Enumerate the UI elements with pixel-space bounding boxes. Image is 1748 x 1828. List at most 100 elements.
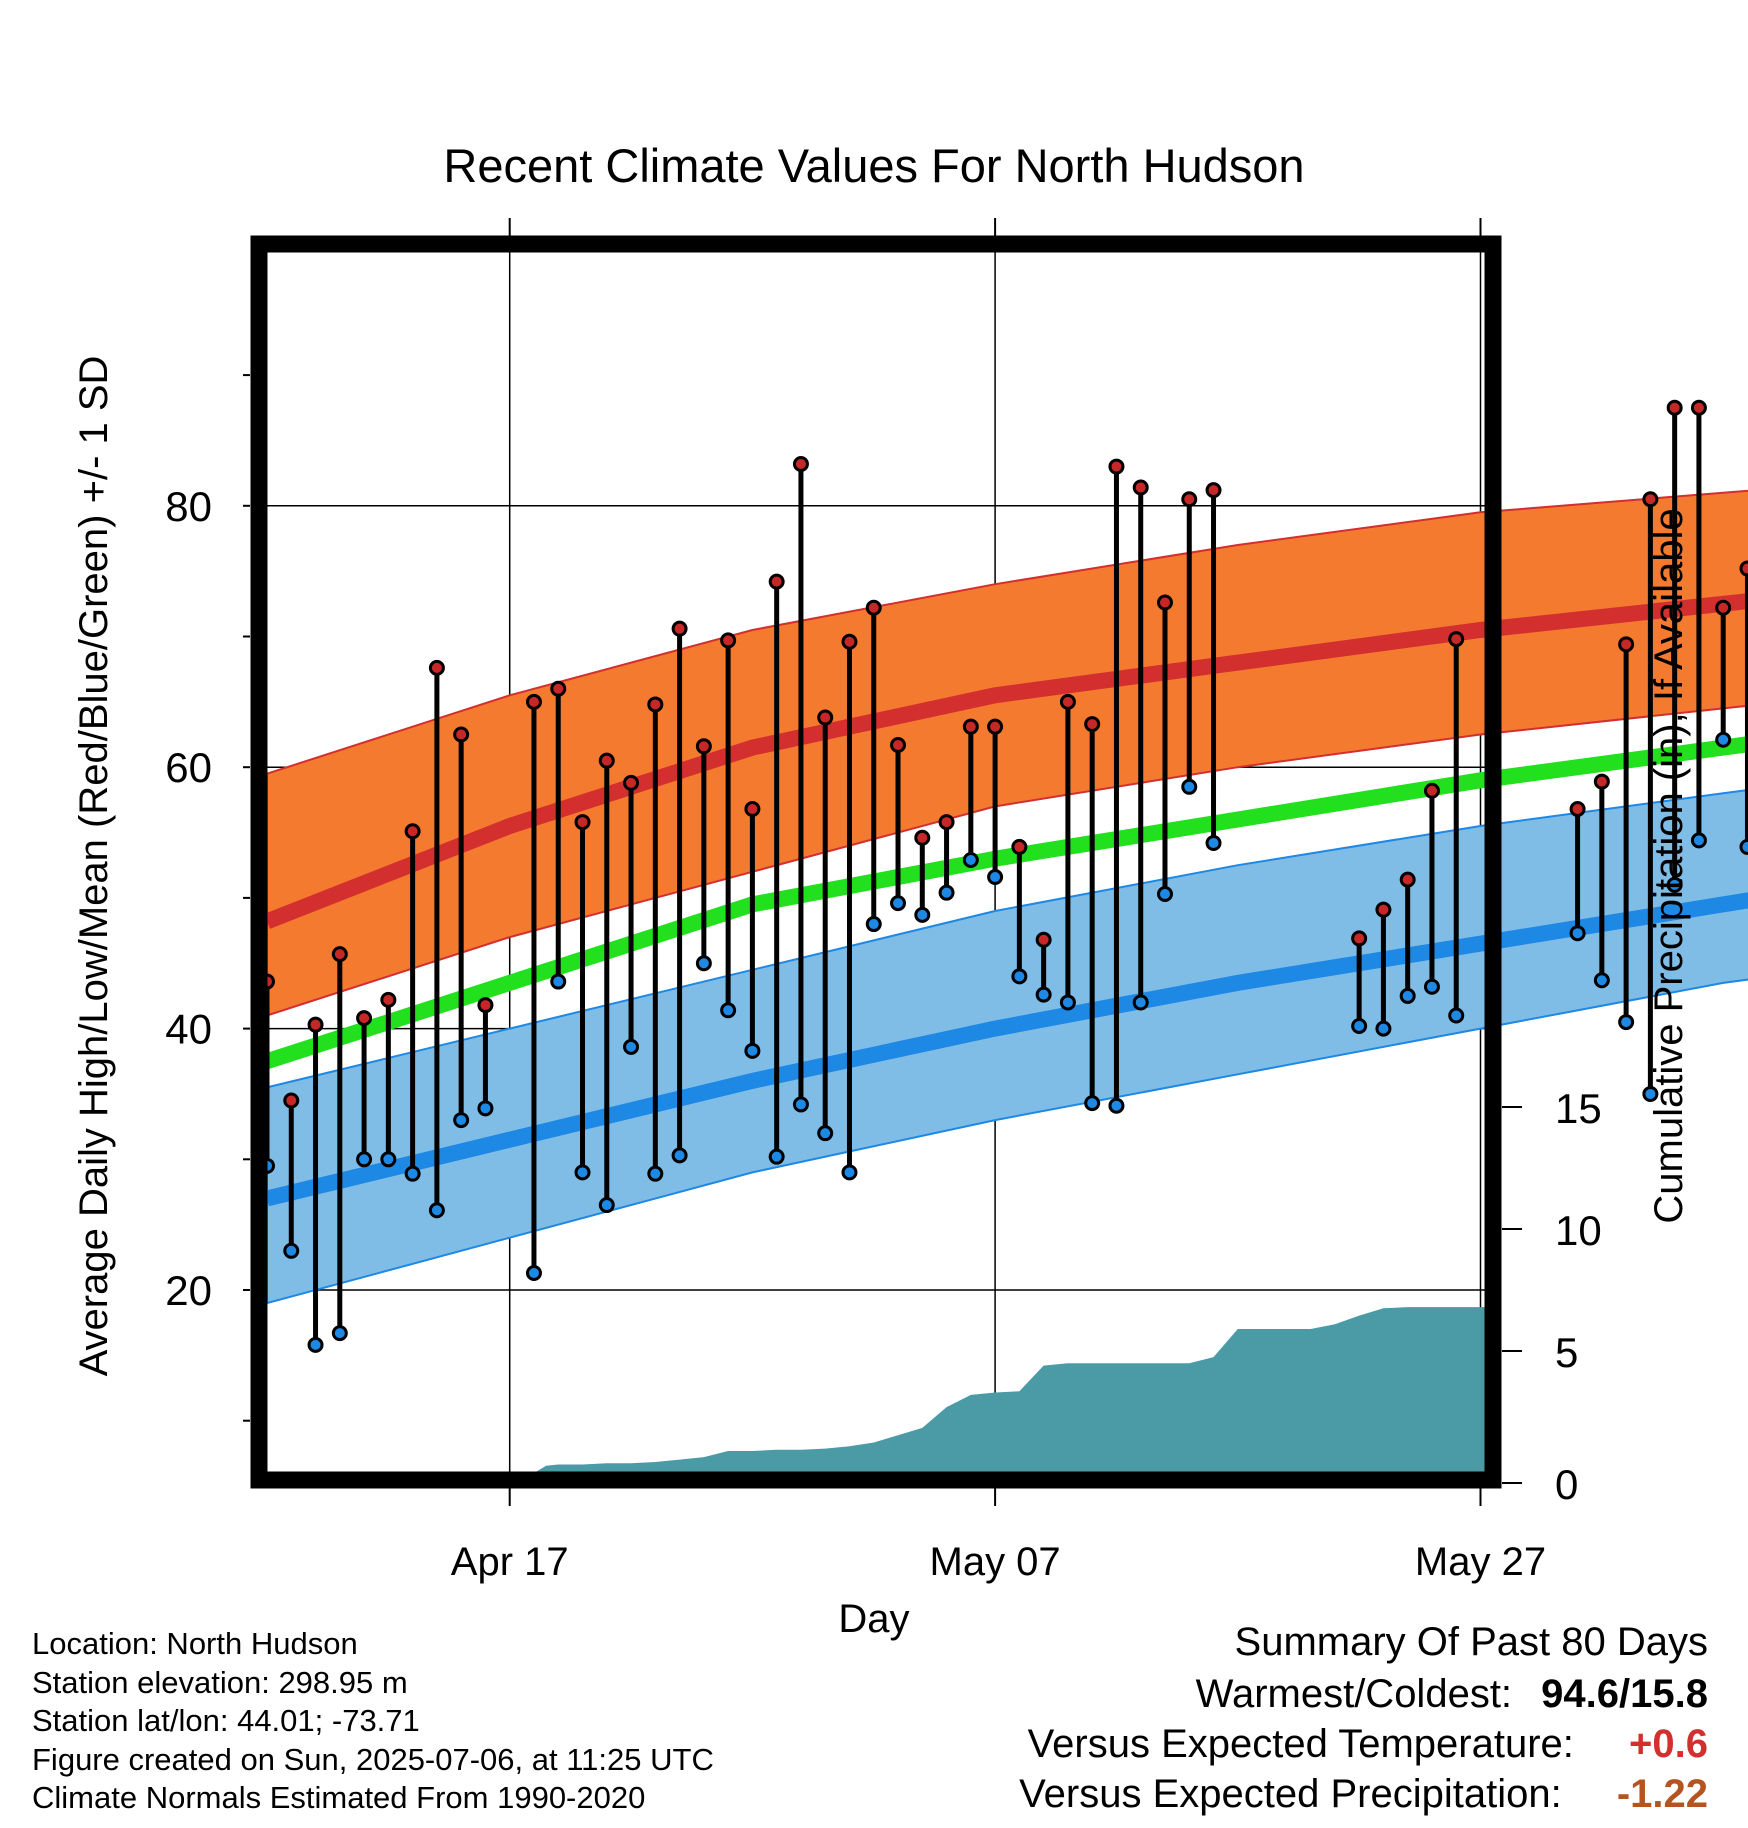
- daily-high-point: [1132, 479, 1149, 496]
- daily-high-point: [331, 946, 348, 963]
- daily-high-point: [356, 1010, 373, 1027]
- daily-high-point: [938, 814, 955, 831]
- daily-low-point: [477, 1100, 494, 1117]
- y-tick-label: 40: [165, 1006, 212, 1053]
- daily-high-point: [841, 633, 858, 650]
- y2-tick-label: 10: [1555, 1207, 1602, 1254]
- precipitation-label: Versus Expected Precipitation:: [1019, 1772, 1562, 1816]
- daily-low-point: [283, 1242, 300, 1259]
- daily-high-point: [792, 455, 809, 472]
- daily-high-point: [1181, 491, 1198, 508]
- mean-high-line: [264, 593, 1748, 929]
- temperature-label: Versus Expected Temperature:: [1027, 1722, 1574, 1766]
- y2-tick-label: 5: [1555, 1329, 1578, 1376]
- daily-low-point: [1666, 876, 1683, 893]
- daily-low-point: [1059, 994, 1076, 1011]
- daily-low-point: [914, 906, 931, 923]
- daily-high-point: [1035, 931, 1052, 948]
- daily-low-point: [331, 1325, 348, 1342]
- daily-high-point: [1059, 693, 1076, 710]
- daily-high-point: [623, 774, 640, 791]
- daily-low-point: [428, 1202, 445, 1219]
- daily-high-point: [987, 718, 1004, 735]
- plot-border: [250, 235, 1502, 1489]
- daily-high-point: [1084, 716, 1101, 733]
- daily-high-point: [1715, 599, 1732, 616]
- daily-low-point: [1618, 1014, 1635, 1031]
- station-location: Location: North Hudson: [32, 1626, 358, 1661]
- daily-low-point: [356, 1151, 373, 1168]
- daily-high-point: [768, 573, 785, 590]
- daily-high-point: [890, 736, 907, 753]
- daily-low-point: [671, 1147, 688, 1164]
- daily-high-point: [380, 991, 397, 1008]
- daily-low-point: [1448, 1007, 1465, 1024]
- daily-high-point: [283, 1092, 300, 1109]
- daily-low-point: [987, 868, 1004, 885]
- daily-high-point: [525, 693, 542, 710]
- daily-low-point: [1035, 986, 1052, 1003]
- y2-axis-label: Cumulative Precipitation (in), If Availa…: [1647, 508, 1691, 1223]
- daily-high-point: [1351, 930, 1368, 947]
- y2-tick-label: 0: [1555, 1461, 1578, 1508]
- daily-low-point: [525, 1265, 542, 1282]
- daily-high-point: [817, 709, 834, 726]
- daily-low-point: [720, 1002, 737, 1019]
- daily-high-point: [1593, 773, 1610, 790]
- summary-precipitation: Versus Expected Precipitation: -1.22: [1019, 1772, 1708, 1817]
- daily-low-point: [1108, 1097, 1125, 1114]
- daily-low-point: [647, 1165, 664, 1182]
- daily-low-point: [1084, 1095, 1101, 1112]
- daily-low-point: [1739, 838, 1748, 855]
- low-sd-band: [266, 788, 1748, 1305]
- daily-high-point: [744, 801, 761, 818]
- daily-high-point: [1108, 458, 1125, 475]
- mean-low-line: [265, 892, 1748, 1207]
- daily-high-point: [574, 814, 591, 831]
- daily-high-point: [1739, 560, 1748, 577]
- daily-low-point: [1715, 731, 1732, 748]
- daily-low-point: [962, 851, 979, 868]
- daily-high-point: [1618, 636, 1635, 653]
- station-latlon: Station lat/lon: 44.01; -73.71: [32, 1703, 420, 1738]
- daily-high-point: [1011, 838, 1028, 855]
- chart-title: Recent Climate Values For North Hudson: [443, 139, 1304, 192]
- daily-low-point: [1593, 972, 1610, 989]
- daily-high-point: [1448, 631, 1465, 648]
- daily-low-point: [1642, 1085, 1659, 1102]
- x-tick-label: May 27: [1415, 1540, 1546, 1584]
- plot-frame: [250, 235, 1502, 1489]
- daily-high-point: [550, 680, 567, 697]
- daily-low-point: [1399, 987, 1416, 1004]
- daily-high-point: [962, 718, 979, 735]
- y-tick-label: 80: [165, 483, 212, 530]
- daily-high-point: [1399, 871, 1416, 888]
- daily-high-point: [647, 696, 664, 713]
- daily-low-point: [1375, 1020, 1392, 1037]
- daily-high-point: [914, 829, 931, 846]
- daily-low-point: [380, 1151, 397, 1168]
- daily-high-point: [1569, 801, 1586, 818]
- daily-high-point: [453, 726, 470, 743]
- x-tick-label: Apr 17: [451, 1540, 569, 1584]
- precipitation-value: -1.22: [1616, 1772, 1708, 1816]
- daily-low-point: [598, 1197, 615, 1214]
- daily-high-point: [598, 752, 615, 769]
- y2-tick-label: 15: [1555, 1085, 1602, 1132]
- daily-low-point: [453, 1112, 470, 1129]
- temperature-value: +0.6: [1629, 1722, 1708, 1766]
- warm-cold-value: 94.6/15.8: [1541, 1672, 1708, 1716]
- x-tick-label: May 07: [930, 1540, 1061, 1584]
- daily-low-point: [1132, 994, 1149, 1011]
- daily-low-point: [1181, 778, 1198, 795]
- daily-high-point: [1666, 399, 1683, 416]
- daily-low-point: [865, 916, 882, 933]
- high-sd-band: [266, 489, 1748, 1017]
- daily-low-point: [623, 1038, 640, 1055]
- daily-low-point: [890, 895, 907, 912]
- summary-temperature: Versus Expected Temperature: +0.6: [1028, 1722, 1708, 1767]
- y-tick-label: 60: [165, 744, 212, 791]
- daily-low-point: [574, 1164, 591, 1181]
